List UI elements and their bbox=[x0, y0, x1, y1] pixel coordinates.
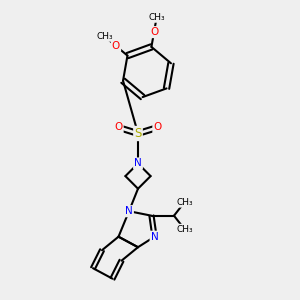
Text: N: N bbox=[125, 206, 133, 216]
Text: CH₃: CH₃ bbox=[96, 32, 113, 41]
Text: N: N bbox=[151, 232, 158, 242]
Text: CH₃: CH₃ bbox=[176, 198, 193, 207]
Text: O: O bbox=[114, 122, 123, 133]
Text: CH₃: CH₃ bbox=[176, 225, 193, 234]
Text: O: O bbox=[112, 41, 120, 51]
Text: O: O bbox=[153, 122, 162, 133]
Text: N: N bbox=[134, 158, 142, 169]
Text: CH₃: CH₃ bbox=[148, 13, 165, 22]
Text: O: O bbox=[150, 27, 158, 37]
Text: S: S bbox=[134, 127, 142, 140]
